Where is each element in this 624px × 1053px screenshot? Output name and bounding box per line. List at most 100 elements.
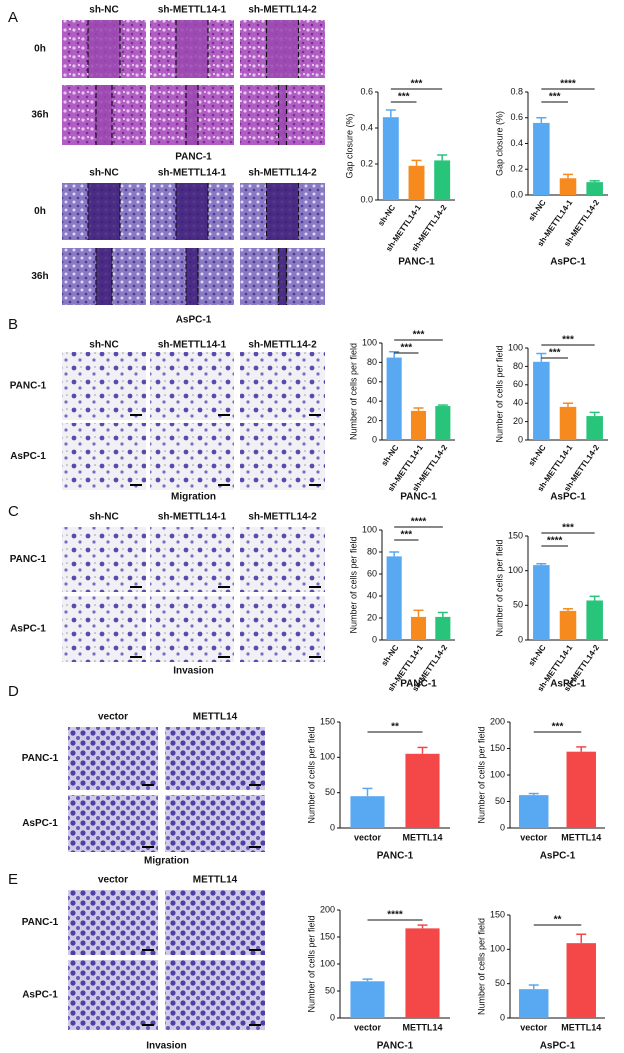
row-label: 0h bbox=[34, 44, 46, 55]
wound-gap bbox=[266, 20, 299, 78]
caption: Invasion bbox=[173, 666, 214, 677]
micrograph bbox=[62, 527, 146, 592]
error-bar bbox=[528, 984, 539, 990]
x-tick-label: sh-NC bbox=[527, 443, 548, 468]
x-tick-label: METTL14 bbox=[561, 1022, 601, 1032]
significance-label: *** bbox=[400, 530, 412, 541]
micrograph bbox=[150, 527, 234, 592]
panel-letter: A bbox=[8, 9, 18, 26]
wound-gap bbox=[278, 85, 287, 145]
y-tick-label: 80 bbox=[513, 361, 523, 371]
chart-title: AsPC-1 bbox=[550, 492, 586, 503]
bar bbox=[586, 416, 603, 440]
chart-title: AsPC-1 bbox=[550, 257, 586, 268]
caption: Migration bbox=[171, 492, 216, 503]
micrograph bbox=[150, 352, 234, 420]
panel-letter: D bbox=[8, 683, 19, 700]
y-tick-label: 150 bbox=[320, 931, 335, 941]
y-tick-label: 50 bbox=[495, 978, 505, 988]
y-tick-label: 100 bbox=[320, 752, 335, 762]
micrograph bbox=[68, 727, 158, 790]
bar bbox=[405, 753, 440, 828]
y-tick-label: 40 bbox=[367, 396, 377, 406]
bar bbox=[519, 795, 549, 828]
error-bar bbox=[563, 173, 573, 179]
y-tick-label: 150 bbox=[320, 716, 335, 726]
y-tick-label: 0.4 bbox=[510, 138, 523, 148]
y-axis-label: Number of cells per field bbox=[494, 539, 504, 636]
chart-title: PANC-1 bbox=[400, 492, 437, 503]
x-tick-label: METTL14 bbox=[402, 832, 442, 842]
y-tick-label: 100 bbox=[362, 524, 377, 534]
error-bar bbox=[563, 608, 573, 611]
micrograph bbox=[68, 795, 158, 852]
error-bar bbox=[589, 411, 600, 417]
column-label: sh-METTL14-1 bbox=[158, 340, 227, 351]
error-bar bbox=[437, 404, 448, 407]
error-bar bbox=[589, 595, 600, 601]
row-label: AsPC-1 bbox=[10, 451, 46, 462]
row-label: AsPC-1 bbox=[10, 624, 46, 635]
error-bar bbox=[563, 402, 573, 407]
column-label: METTL14 bbox=[193, 712, 238, 723]
wound-gap bbox=[88, 20, 120, 78]
column-label: sh-METTL14-1 bbox=[158, 512, 227, 523]
error-bar bbox=[417, 924, 428, 929]
bar bbox=[435, 616, 451, 640]
bar bbox=[533, 122, 550, 195]
y-axis-label: Number of cells per field bbox=[476, 726, 486, 823]
y-tick-label: 0 bbox=[330, 822, 335, 832]
row-label: 36h bbox=[31, 110, 48, 121]
y-tick-label: 0.0 bbox=[510, 189, 523, 199]
bar bbox=[533, 361, 550, 440]
chart-title: AsPC-1 bbox=[550, 679, 586, 690]
chart-title: PANC-1 bbox=[377, 851, 414, 862]
significance-label: *** bbox=[552, 722, 564, 733]
row-label: PANC-1 bbox=[22, 917, 59, 928]
y-tick-label: 20 bbox=[367, 415, 377, 425]
wound-gap bbox=[176, 183, 208, 240]
y-axis-label: Gap closure (%) bbox=[344, 113, 354, 178]
chart-title: PANC-1 bbox=[400, 679, 437, 690]
x-tick-label: vector bbox=[354, 832, 382, 842]
y-tick-label: 40 bbox=[513, 398, 523, 408]
significance-label: *** bbox=[562, 335, 574, 346]
y-axis-label: Number of cells per field bbox=[306, 915, 316, 1012]
panel-letter: E bbox=[8, 871, 18, 888]
row-label: PANC-1 bbox=[10, 554, 47, 565]
bar bbox=[350, 981, 385, 1018]
micrograph bbox=[240, 423, 325, 490]
wound-gap bbox=[176, 20, 208, 78]
y-tick-label: 0.8 bbox=[510, 86, 523, 96]
y-tick-label: 0 bbox=[518, 434, 523, 444]
y-tick-label: 0.4 bbox=[360, 122, 373, 132]
y-tick-label: 100 bbox=[490, 944, 505, 954]
significance-label: *** bbox=[413, 330, 425, 341]
column-label: sh-METTL14-2 bbox=[248, 5, 317, 16]
x-tick-label: METTL14 bbox=[561, 832, 601, 842]
error-bar bbox=[413, 609, 424, 617]
bar bbox=[566, 943, 596, 1018]
bar bbox=[405, 928, 440, 1018]
significance-label: *** bbox=[398, 92, 410, 103]
micrograph bbox=[62, 423, 146, 490]
column-label: sh-NC bbox=[89, 168, 118, 179]
wound-gap bbox=[88, 183, 120, 240]
micrograph bbox=[240, 596, 325, 662]
micrograph bbox=[165, 795, 265, 852]
wound-gap bbox=[186, 85, 198, 145]
error-bar bbox=[389, 551, 400, 557]
panel-letter: C bbox=[8, 503, 19, 520]
error-bar bbox=[528, 792, 539, 796]
y-tick-label: 60 bbox=[513, 379, 523, 389]
y-tick-label: 150 bbox=[490, 743, 505, 753]
y-tick-label: 0 bbox=[330, 1012, 335, 1022]
y-tick-label: 20 bbox=[513, 416, 523, 426]
y-tick-label: 150 bbox=[490, 909, 505, 919]
column-label: sh-NC bbox=[89, 340, 118, 351]
error-bar bbox=[536, 562, 547, 566]
row-label: AsPC-1 bbox=[22, 990, 58, 1001]
y-axis-label: Gap closure (%) bbox=[494, 111, 504, 176]
y-tick-label: 0.2 bbox=[510, 164, 523, 174]
